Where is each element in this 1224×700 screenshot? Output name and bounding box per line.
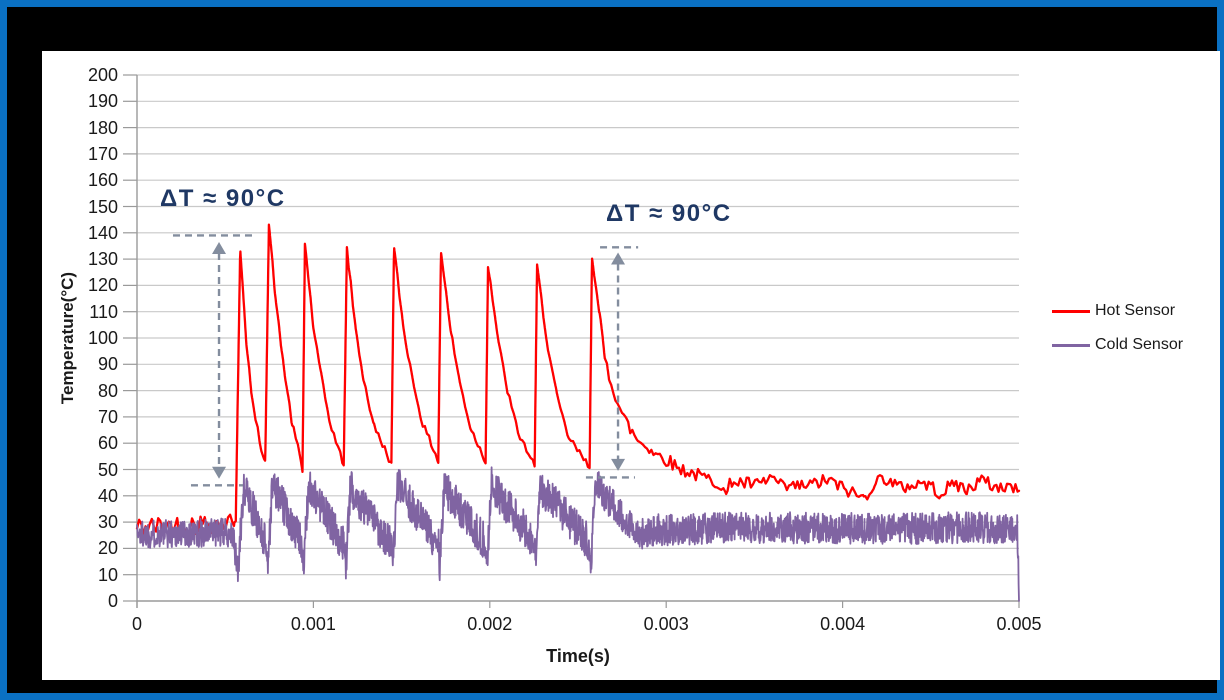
y-tick-label: 180 (87, 117, 118, 138)
y-tick-label: 110 (89, 301, 118, 322)
y-tick-label: 100 (87, 328, 118, 348)
y-tick-label: 160 (87, 170, 118, 191)
y-tick-label: 170 (87, 143, 118, 164)
y-tick-label: 50 (97, 459, 118, 480)
y-tick-label: 40 (97, 485, 118, 506)
y-tick-label: 30 (97, 512, 118, 533)
legend-swatch-cold-icon (1052, 343, 1090, 347)
legend-item-cold: Cold Sensor (1052, 332, 1183, 358)
y-tick-label: 130 (87, 249, 118, 270)
y-tick-label: 200 (87, 65, 118, 85)
y-tick-label: 20 (97, 538, 118, 559)
y-tick-label: 60 (97, 433, 118, 454)
legend: Hot Sensor Cold Sensor (1052, 298, 1183, 358)
y-tick-label: 70 (97, 406, 118, 427)
x-tick-label: 0.002 (467, 614, 513, 634)
y-tick-label: 10 (97, 564, 118, 585)
y-tick-label: 120 (87, 275, 118, 296)
legend-label-hot: Hot Sensor (1095, 302, 1176, 319)
delta-t-annotation-1: ΔT ≈ 90°C (160, 185, 286, 212)
y-tick-label: 150 (87, 196, 118, 217)
legend-item-hot: Hot Sensor (1052, 298, 1183, 324)
y-tick-label: 0 (107, 591, 118, 611)
x-tick-label: 0.003 (643, 614, 689, 634)
chart-area: Temperature(°C) Time(s) ΔT ≈ 90°C ΔT ≈ 9… (42, 51, 1220, 680)
black-frame: Temperature(°C) Time(s) ΔT ≈ 90°C ΔT ≈ 9… (7, 7, 1220, 693)
x-tick-label: 0.001 (290, 614, 336, 634)
y-tick-label: 90 (97, 354, 118, 375)
legend-swatch-hot-icon (1052, 309, 1090, 313)
legend-label-cold: Cold Sensor (1095, 336, 1184, 353)
x-tick-label: 0.004 (820, 614, 866, 634)
x-tick-label: 0 (131, 614, 142, 634)
y-tick-label: 80 (97, 380, 118, 401)
delta-t-annotation-2: ΔT ≈ 90°C (606, 200, 732, 227)
y-tick-label: 140 (87, 222, 118, 243)
plot-svg (123, 74, 1021, 608)
x-axis-title: Time(s) (546, 646, 610, 666)
y-tick-label: 190 (87, 91, 118, 112)
x-tick-label: 0.005 (996, 614, 1042, 634)
